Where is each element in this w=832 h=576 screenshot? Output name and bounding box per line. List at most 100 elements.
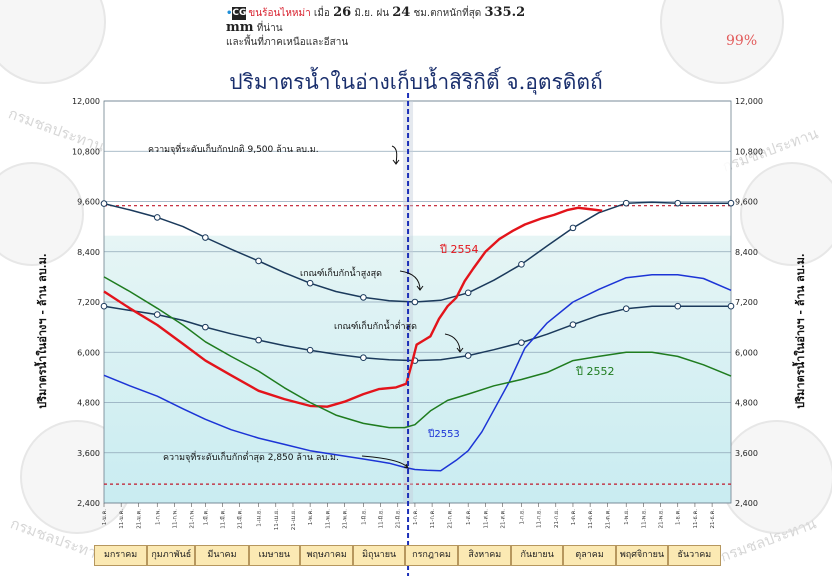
- x-tick-label: 1-มี.ค.: [202, 509, 209, 526]
- rule-marker: [622, 305, 630, 313]
- watermark-seal: [0, 162, 84, 266]
- x-tick-label: 11-เม.ย.: [274, 509, 280, 530]
- y-tick-label-left: 7,200: [77, 298, 100, 307]
- plot-border: [103, 100, 732, 504]
- x-tick-label: 1-มิ.ย.: [360, 509, 367, 525]
- x-tick-label: 11-ก.ค.: [430, 509, 436, 529]
- x-tick-label: 21-พ.ค.: [342, 509, 348, 529]
- y-tick-label-left: 12,000: [72, 97, 100, 106]
- headline-storm: ขนร้อนไหหม่า: [248, 8, 311, 19]
- rule-marker: [569, 321, 577, 328]
- rule-marker: [464, 352, 472, 359]
- annotation-upper-rule: เกณฑ์เก็บกักน้ำสูงสุด: [300, 266, 382, 279]
- headline-box: •CG ขนร้อนไหหม่า เมื่อ 26 มิ.ย. ฝน 24 ชม.…: [226, 5, 556, 48]
- rule-marker: [306, 279, 314, 287]
- y-tick-label-left: 2,400: [77, 499, 100, 508]
- y-tick-label-right: 10,800: [735, 147, 763, 156]
- y-tick-label-right: 4,800: [735, 399, 758, 408]
- month-label: พฤษภาคม: [300, 545, 354, 566]
- headline-line-2: และพื้นที่ภาคเหนือและอีสาน: [226, 37, 349, 48]
- y-tick-label-right: 3,600: [735, 449, 758, 458]
- y-tick-label-left: 3,600: [77, 449, 100, 458]
- x-tick-label: 11-ก.ย.: [537, 509, 543, 528]
- x-tick-label: 11-มี.ค.: [220, 509, 227, 529]
- rule-marker: [727, 302, 735, 310]
- rule-marker: [153, 214, 161, 221]
- x-tick-label: 1-ต.ค.: [571, 509, 577, 525]
- month-label: เมษายน: [248, 545, 301, 566]
- x-tick-label: 1-ก.พ.: [155, 509, 161, 525]
- headline-text-4: ที่น่าน: [253, 23, 283, 34]
- rule-marker: [255, 257, 262, 265]
- month-label: มีนาคม: [195, 545, 249, 566]
- month-label: กุมภาพันธ์: [147, 545, 196, 566]
- series-line-y2552: [103, 276, 732, 429]
- headline-day: 26: [333, 5, 352, 20]
- x-tick-label: 11-ม.ค.: [119, 509, 125, 529]
- y-tick-label-right: 12,000: [735, 97, 763, 106]
- y-tick-label-right: 2,400: [735, 499, 758, 508]
- bullet-icon: •: [226, 8, 233, 19]
- annotation-min-capacity: ความจุที่ระดับเก็บกักต่ำสุด 2,850 ล้าน ล…: [163, 450, 339, 463]
- headline-text-1: เมื่อ: [310, 8, 334, 19]
- rule-marker: [569, 224, 577, 232]
- rule-marker: [674, 302, 682, 310]
- annotation-lower-rule: เกณฑ์เก็บกักน้ำต่ำสุด: [334, 319, 417, 332]
- y-tick-label-left: 10,800: [72, 147, 100, 156]
- rule-marker: [518, 261, 525, 268]
- rule-marker: [306, 346, 314, 354]
- rule-marker: [255, 336, 262, 344]
- rule-marker: [411, 298, 419, 306]
- x-tick-label: 21-ส.ค.: [500, 509, 507, 529]
- x-tick-label: 11-ส.ค.: [482, 509, 489, 529]
- month-label: สิงหาคม: [458, 545, 512, 566]
- rule-marker: [674, 199, 682, 207]
- x-tick-label: 11-ก.พ.: [172, 509, 178, 529]
- x-tick-label: 1-ก.ย.: [519, 509, 525, 525]
- y-tick-label-left: 9,600: [77, 198, 100, 207]
- headline-text-3: ชม.ตกหนักที่สุด: [410, 8, 485, 19]
- x-tick-label: 21-มิ.ย.: [395, 509, 402, 529]
- y-axis-label-right: ปริมาตรน้ำในอ่างฯ - ล้าน ลบ.ม.: [794, 253, 807, 409]
- rule-marker: [202, 234, 209, 241]
- rule-marker: [360, 294, 367, 301]
- y-tick-label-right: 6,000: [735, 348, 758, 357]
- y-tick-label-left: 6,000: [77, 348, 100, 357]
- x-tick-label: 1-ก.ค.: [413, 509, 419, 525]
- x-tick-label: 21-ธ.ค.: [709, 509, 716, 529]
- x-tick-label: 21-ต.ค.: [605, 509, 611, 529]
- watermark-seal: [720, 420, 832, 534]
- x-tick-label: 21-มี.ค.: [237, 509, 244, 529]
- month-label: กรกฎาคม: [404, 545, 459, 566]
- annotation-arrow: [391, 145, 400, 165]
- y-tick-label-right: 7,200: [735, 298, 758, 307]
- x-tick-label: 1-ส.ค.: [465, 509, 472, 525]
- rule-marker: [100, 302, 108, 310]
- month-label: มกราคม: [94, 545, 148, 566]
- series-line-y2553: [103, 274, 732, 472]
- x-tick-label: 21-ก.ย.: [554, 509, 560, 528]
- y-axis-label-left: ปริมาตรน้ำในอ่างฯ - ล้าน ลบ.ม.: [36, 253, 49, 409]
- x-tick-label: 11-ต.ค.: [588, 509, 594, 529]
- annotation-2553: ปี2553: [427, 428, 459, 440]
- annotation-2552: ปี 2552: [575, 365, 615, 378]
- y-tick-label-right: 8,400: [735, 248, 758, 257]
- x-tick-label: 21-ก.พ.: [190, 509, 196, 529]
- headline-hours: 24: [392, 5, 411, 20]
- x-tick-label: 21-เม.ย.: [291, 509, 297, 530]
- y-tick-label-right: 9,600: [735, 198, 758, 207]
- month-label: พฤศจิกายน: [616, 545, 668, 566]
- rule-marker: [202, 323, 209, 331]
- headline-amount: 335.2 mm: [226, 5, 526, 35]
- chart-title: ปริมาตรน้ำในอ่างเก็บน้ำสิริกิติ์ จ.อุตรด…: [229, 70, 603, 94]
- rule-marker: [518, 339, 525, 346]
- rule-marker: [360, 354, 367, 361]
- x-tick-label: 11-พ.ค.: [325, 509, 331, 529]
- y-tick-label-left: 8,400: [77, 248, 100, 257]
- x-tick-label: 11-ธ.ค.: [692, 509, 699, 529]
- rule-marker: [464, 289, 472, 297]
- month-label: ธันวาคม: [667, 545, 721, 566]
- x-tick-label: 1-เม.ย.: [257, 509, 263, 527]
